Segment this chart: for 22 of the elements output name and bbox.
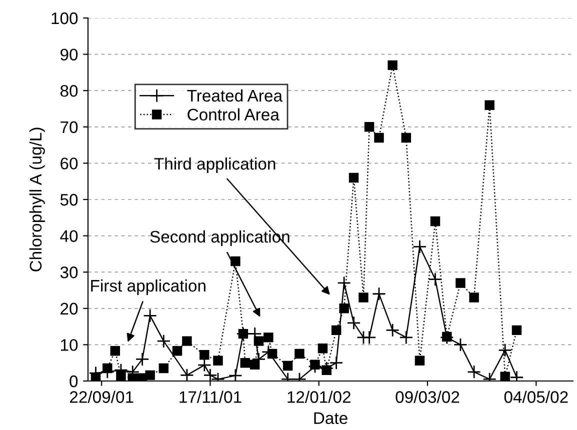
legend-label: Treated Area [187, 89, 283, 102]
annotation: Third application [154, 157, 276, 173]
y-tick-label: 100 [52, 12, 78, 24]
annotation: First application [91, 279, 206, 295]
y-tick-label: 90 [60, 48, 78, 61]
x-tick-label: 12/01/02 [288, 390, 350, 403]
y-tick-label: 60 [60, 158, 78, 170]
y-tick-label: 10 [61, 339, 78, 351]
y-tick-label: 40 [60, 230, 78, 242]
y-axis-title: Chlorophyll A (ug/L) [29, 128, 45, 272]
x-tick-label: 09/03/02 [396, 390, 460, 403]
y-tick-label: 20 [60, 302, 78, 315]
y-tick-label: 30 [60, 266, 78, 278]
x-tick-label: 04/05/02 [504, 390, 568, 403]
x-tick-label: 17/11/01 [180, 390, 242, 403]
y-tick-label: 0 [70, 375, 78, 388]
legend-label: Control Area [188, 108, 280, 121]
y-tick-label: 50 [60, 194, 78, 206]
y-tick-label: 80 [60, 85, 78, 97]
y-tick-label: 70 [60, 121, 78, 134]
x-tick-label: 22/09/01 [70, 390, 134, 403]
x-axis-title: Date [314, 412, 348, 424]
